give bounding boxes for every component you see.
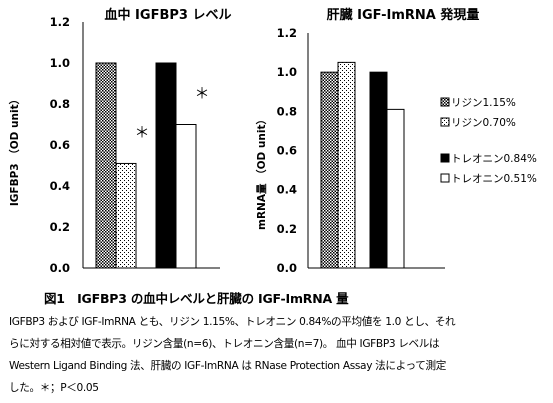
caption-line: した。＊；P＜0.05 — [9, 382, 99, 394]
legend-label: リジン1.15% — [451, 97, 516, 109]
bar — [369, 71, 388, 269]
bars: ＊＊ — [95, 62, 210, 269]
y-tick-label: 0.6 — [50, 138, 70, 152]
legend-swatch — [440, 153, 450, 163]
igf1-mrna-liver-chart: 肝臓 IGF-ImRNA 発現量 mRNA量 （OD unit） 0.00.20… — [255, 7, 479, 275]
bar — [95, 62, 117, 269]
bars — [320, 61, 405, 269]
caption-line: らに対する相対値で表示。リジン含量(n=6)、トレオニン含量(n=7)。 血中 … — [9, 338, 440, 350]
legend-label: トレオニン0.84% — [451, 153, 537, 165]
y-tick-label: 0.0 — [50, 261, 70, 275]
y-tick-label: 1.2 — [50, 15, 70, 29]
bar — [115, 162, 137, 269]
y-tick-label: 0.4 — [50, 179, 70, 193]
legend-label: リジン0.70% — [451, 117, 516, 129]
chart-title: 血中 IGFBP3 レベル — [105, 7, 232, 23]
y-tick-label: 0.4 — [277, 183, 297, 197]
y-tick-label: 0.8 — [50, 97, 70, 111]
y-axis-label: mRNA量 （OD unit） — [255, 114, 268, 230]
caption-line: Western Ligand Binding 法、肝臓の IGF-ImRNA は… — [9, 360, 446, 372]
y-tick-label: 1.0 — [277, 65, 297, 79]
caption-line: IGFBP3 および IGF-ImRNA とも、リジン 1.15%、トレオニン … — [9, 316, 456, 328]
y-tick-label: 1.2 — [277, 26, 297, 40]
bar — [337, 61, 356, 269]
legend-swatch — [440, 173, 450, 183]
y-tick-label: 1.0 — [50, 56, 70, 70]
legend: リジン1.15% リジン0.70% トレオニン0.84% トレオニン0.51% — [440, 97, 537, 185]
figure: 血中 IGFBP3 レベル IGFBP3 （OD unit） 0.0 0.2 0.4… — [8, 7, 537, 275]
y-tick-label: 0.2 — [277, 222, 297, 236]
significance-marker: ＊ — [134, 123, 149, 141]
y-tick-label: 0.8 — [277, 104, 297, 118]
bar — [320, 71, 339, 269]
y-tick-label: 0.6 — [277, 144, 297, 158]
y-tick-label: 0.2 — [50, 220, 70, 234]
figure-caption-body: IGFBP3 および IGF-ImRNA とも、リジン 1.15%、トレオニン … — [9, 311, 549, 399]
bar — [175, 124, 197, 269]
y-tick-labels: 0.0 0.2 0.4 0.6 0.8 1.0 1.2 — [277, 26, 297, 275]
legend-swatch — [440, 117, 450, 127]
chart-title: 肝臓 IGF-ImRNA 発現量 — [327, 7, 480, 23]
bar — [155, 62, 177, 269]
significance-marker: ＊ — [194, 85, 209, 103]
figure-caption-title: 図1 IGFBP3 の血中レベルと肝臓の IGF-ImRNA 量 — [44, 291, 349, 306]
y-axis-label: IGFBP3 （OD unit） — [8, 94, 21, 206]
y-tick-label: 0.0 — [277, 261, 297, 275]
y-tick-labels: 0.0 0.2 0.4 0.6 0.8 1.0 1.2 — [50, 15, 70, 275]
legend-swatch — [440, 97, 450, 107]
bar — [386, 108, 405, 269]
igfbp3-blood-chart: 血中 IGFBP3 レベル IGFBP3 （OD unit） 0.0 0.2 0.4… — [8, 7, 231, 275]
legend-label: トレオニン0.51% — [451, 173, 537, 185]
